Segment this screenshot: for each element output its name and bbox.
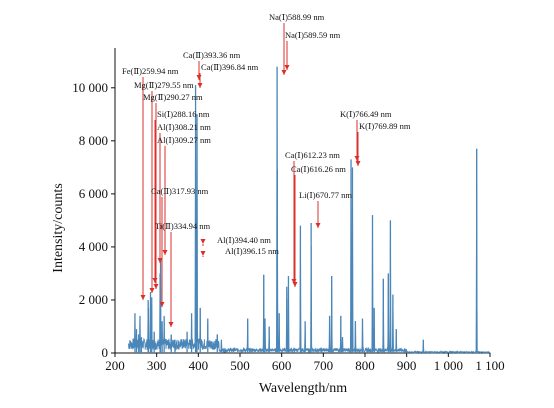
annotation-label: Si(Ⅰ)288.16 nm (157, 109, 210, 119)
x-tick-label: 1 100 (475, 358, 504, 373)
annotation-arrowhead (292, 282, 298, 287)
peak-annotation: Fe(Ⅱ)259.94 nm (122, 66, 179, 300)
annotation-label: Li(Ⅰ)670.77 nm (299, 190, 352, 200)
y-tick-label: 10 000 (72, 80, 108, 95)
peak-annotation: Ti(Ⅱ)334.94 nm (155, 221, 210, 327)
x-tick-label: 200 (105, 358, 125, 373)
x-tick-label: 900 (397, 358, 417, 373)
annotation-label: K(Ⅰ)769.89 nm (359, 121, 411, 131)
x-tick-label: 600 (272, 358, 292, 373)
annotation-label: Ca(Ⅰ)612.23 nm (285, 150, 340, 160)
peak-annotation: Al(Ⅰ)309.27 nm (157, 135, 211, 255)
annotation-label: Ca(Ⅱ)396.84 nm (201, 62, 259, 72)
annotation-label: Mg(Ⅱ)279.55 nm (134, 80, 194, 90)
annotation-label: Ti(Ⅱ)334.94 nm (155, 221, 210, 231)
annotation-label: Ca(Ⅱ)317.93 nm (151, 186, 209, 196)
annotation-arrowhead (281, 70, 287, 75)
annotation-arrowhead (354, 156, 360, 161)
peak-annotation: Li(Ⅰ)670.77 nm (299, 190, 352, 228)
annotation-arrowhead (159, 302, 165, 307)
annotation-arrowhead (157, 258, 163, 263)
peak-annotation: Al(Ⅰ)396.15 nm (200, 246, 279, 257)
peak-annotation: Na(Ⅰ)588.99 nm (269, 12, 325, 75)
x-tick-label: 700 (314, 358, 334, 373)
annotation-arrowhead (162, 250, 168, 255)
y-axis-label: Intensity/counts (51, 183, 66, 272)
peak-annotation: Na(Ⅰ)589.59 nm (284, 30, 341, 70)
annotation-arrowhead (196, 75, 202, 80)
annotation-label: Fe(Ⅱ)259.94 nm (122, 66, 179, 76)
annotation-label: Al(Ⅰ)309.27 nm (157, 135, 211, 145)
y-tick-label: 4 000 (79, 239, 108, 254)
annotation-label: Al(Ⅰ)396.15 nm (225, 246, 279, 256)
annotation-label: Mg(Ⅱ)290.27 nm (143, 92, 203, 102)
annotation-arrowhead (197, 83, 203, 88)
annotation-arrowhead (355, 161, 361, 166)
annotation-label: Al(Ⅰ)308.21 nm (157, 122, 211, 132)
peak-annotation: K(Ⅰ)769.89 nm (355, 121, 411, 166)
peak-annotation: Ca(Ⅱ)317.93 nm (151, 186, 209, 307)
spectrum-line (127, 68, 491, 355)
y-tick-label: 8 000 (79, 133, 108, 148)
annotation-label: Ca(Ⅱ)393.36 nm (183, 50, 241, 60)
annotation-label: Na(Ⅰ)589.59 nm (285, 30, 341, 40)
annotation-arrowhead (315, 223, 321, 228)
y-tick-label: 0 (102, 345, 109, 360)
annotation-label: Na(Ⅰ)588.99 nm (269, 12, 325, 22)
annotation-label: K(Ⅰ)766.49 nm (340, 109, 392, 119)
x-tick-label: 300 (147, 358, 167, 373)
y-tick-label: 2 000 (79, 292, 108, 307)
x-tick-label: 400 (189, 358, 209, 373)
x-tick-label: 800 (355, 358, 375, 373)
annotations: Fe(Ⅱ)259.94 nm Mg(Ⅱ)279.55 nm Mg(Ⅱ)290.27 … (122, 12, 411, 327)
peak-annotation: K(Ⅰ)766.49 nm (340, 109, 392, 161)
peak-annotation: Ca(Ⅰ)616.26 nm (291, 164, 346, 287)
peak-annotation: Mg(Ⅱ)290.27 nm (143, 92, 203, 289)
annotation-arrowhead (140, 295, 146, 300)
x-tick-label: 1 000 (434, 358, 463, 373)
peak-annotation: Ca(Ⅱ)396.84 nm (197, 62, 259, 88)
x-axis-label: Wavelength/nm (259, 381, 347, 396)
peak-annotation: Al(Ⅰ)394.40 nm (200, 235, 271, 246)
spectrum-series (127, 66, 491, 355)
annotation-arrowhead (284, 65, 290, 70)
annotation-arrowhead (153, 284, 159, 289)
annotation-arrowhead (200, 239, 206, 244)
annotation-label: Ca(Ⅰ)616.26 nm (291, 164, 346, 174)
annotation-arrowhead (152, 278, 158, 283)
peak-annotation: Si(Ⅰ)288.16 nm (152, 109, 210, 283)
annotation-arrowhead (200, 251, 206, 256)
peak-annotation: Mg(Ⅱ)279.55 nm (134, 80, 194, 293)
annotation-arrowhead (149, 288, 155, 293)
annotation-arrowhead (168, 322, 174, 327)
y-tick-label: 6 000 (79, 186, 108, 201)
annotation-label: Al(Ⅰ)394.40 nm (217, 235, 271, 245)
peak-annotation: Al(Ⅰ)308.21 nm (157, 122, 211, 263)
x-tick-label: 500 (230, 358, 250, 373)
